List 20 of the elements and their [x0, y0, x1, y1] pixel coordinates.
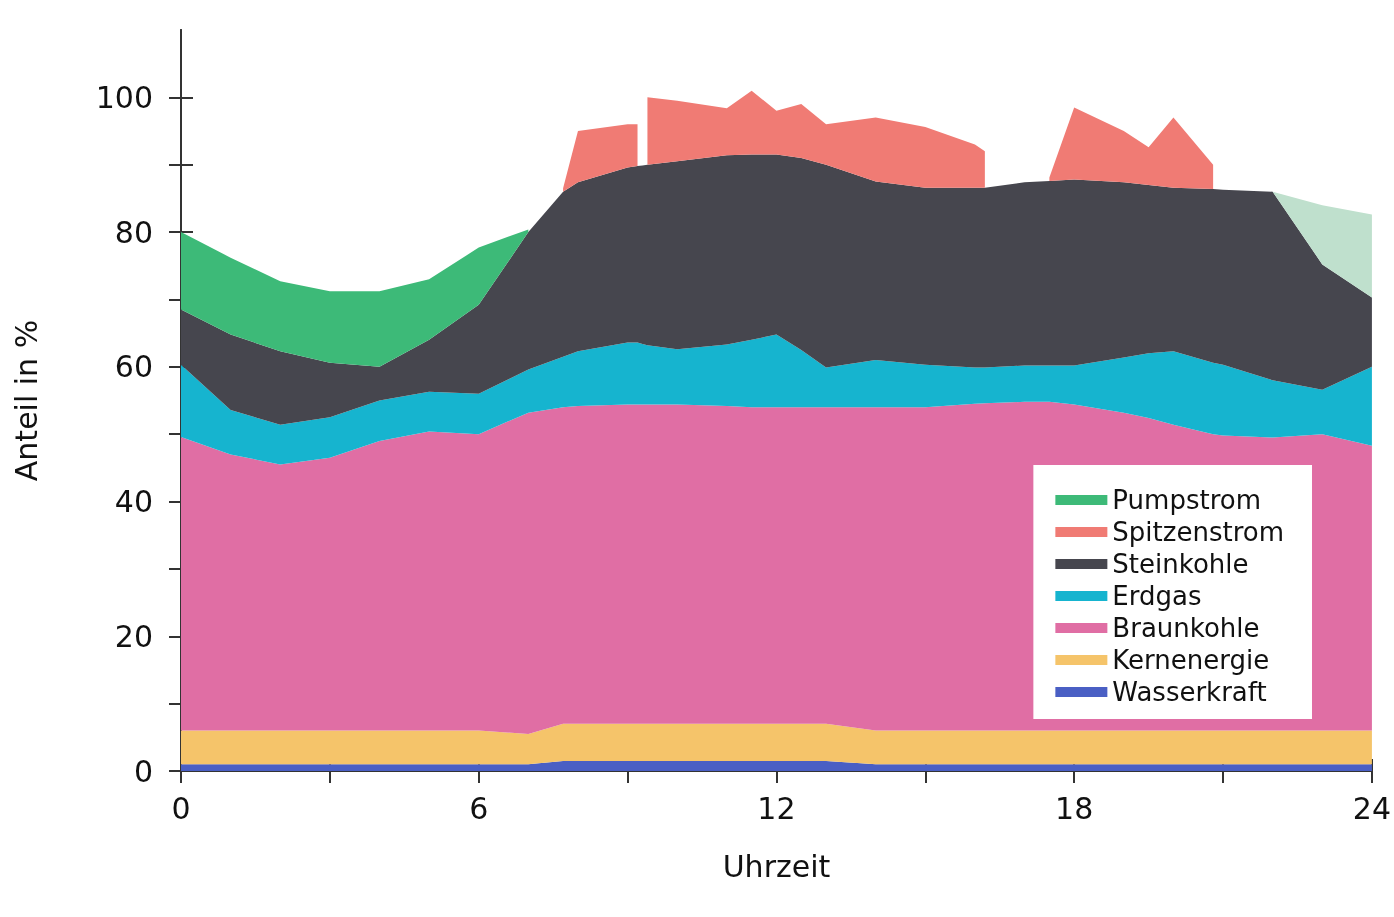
y-axis-title: Anteil in % — [8, 319, 44, 482]
y-tick-label: 100 — [95, 79, 153, 115]
x-tick-label: 6 — [469, 790, 489, 826]
legend-label: Braunkohle — [1112, 613, 1260, 643]
legend-label: Kernenergie — [1112, 645, 1270, 675]
y-tick-label: 0 — [133, 753, 153, 789]
legend-label: Erdgas — [1112, 581, 1202, 611]
x-tick-label: 0 — [171, 790, 191, 826]
y-tick-label: 40 — [114, 484, 153, 520]
legend-label: Spitzenstrom — [1112, 517, 1284, 547]
y-tick-label: 20 — [114, 618, 153, 654]
x-axis-title: Uhrzeit — [722, 848, 831, 884]
y-tick-label: 80 — [114, 214, 153, 250]
x-tick-label: 12 — [757, 790, 796, 826]
x-tick-label: 24 — [1352, 790, 1392, 826]
x-tick-label: 18 — [1055, 790, 1094, 826]
legend-label: Pumpstrom — [1112, 485, 1261, 515]
legend-label: Wasserkraft — [1112, 677, 1267, 707]
y-tick-label: 60 — [114, 349, 153, 385]
legend-label: Steinkohle — [1112, 549, 1249, 579]
